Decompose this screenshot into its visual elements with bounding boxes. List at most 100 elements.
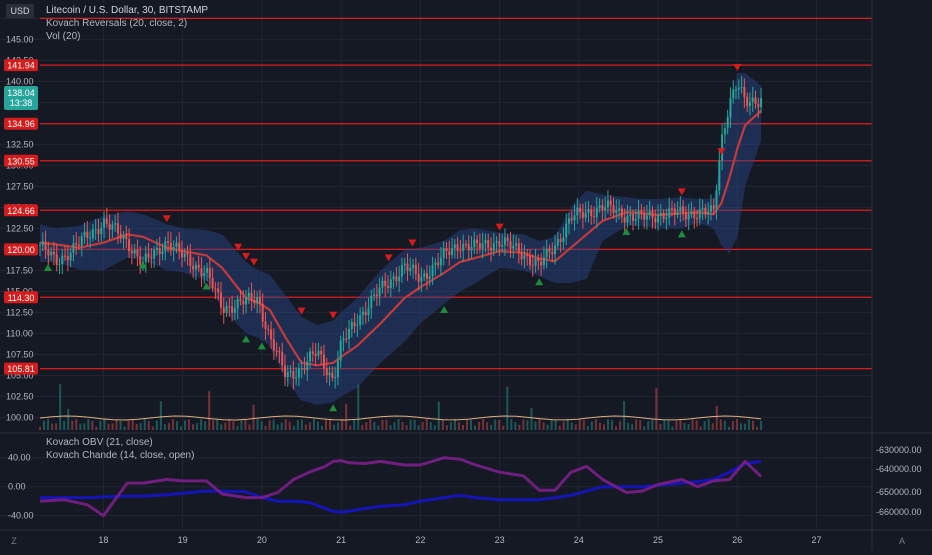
- volume-bar: [707, 419, 710, 430]
- volume-bar: [727, 426, 730, 430]
- volume-bar: [687, 423, 690, 430]
- level-price-label: 130.55: [7, 156, 35, 166]
- volume-bar: [329, 419, 332, 430]
- volume-bar: [522, 419, 525, 430]
- currency-badge[interactable]: [6, 4, 34, 18]
- volume-bar: [204, 421, 207, 430]
- volume-bar: [272, 419, 275, 430]
- candle-body: [551, 251, 554, 255]
- volume-bar: [304, 424, 307, 430]
- volume-bar: [292, 425, 295, 430]
- auto-scale-label[interactable]: A: [899, 536, 905, 546]
- volume-bar: [71, 420, 74, 430]
- candle-body: [559, 239, 562, 242]
- candle-body: [72, 243, 75, 253]
- candle-body: [612, 205, 615, 214]
- volume-bar: [574, 424, 577, 430]
- candle-body: [406, 263, 409, 271]
- chande-line: [39, 456, 763, 518]
- volume-bar: [312, 419, 315, 430]
- volume-bar: [95, 426, 98, 430]
- x-tick-label: 25: [653, 535, 663, 545]
- candle-body: [737, 87, 740, 90]
- candle-body: [492, 242, 495, 251]
- timezone-corner-label[interactable]: Z: [11, 536, 17, 546]
- volume-bar: [192, 424, 195, 430]
- volume-bar: [369, 419, 372, 430]
- indicator-legend-volume[interactable]: Vol (20): [46, 31, 80, 42]
- sell-signal-triangle: [249, 258, 258, 266]
- candle-body: [147, 253, 150, 258]
- volume-bar: [699, 426, 702, 430]
- candle-body: [345, 338, 348, 340]
- y-tick-label: 122.50: [6, 223, 34, 233]
- candle-body: [258, 296, 261, 305]
- volume-bar: [47, 419, 50, 430]
- volume-bar: [51, 423, 54, 430]
- level-price-badge: [4, 117, 38, 130]
- lower-y-tick-label: 0.00: [8, 482, 26, 492]
- candle-body: [434, 262, 437, 266]
- candle-body: [320, 350, 323, 355]
- volume-bar: [647, 421, 650, 430]
- candle-body: [281, 352, 284, 366]
- bar-countdown: 13:38: [10, 98, 33, 108]
- candle-body: [442, 248, 445, 258]
- volume-bar: [631, 424, 634, 430]
- candle-body: [350, 321, 353, 329]
- candle-body: [648, 210, 651, 216]
- candle-body: [311, 351, 314, 354]
- candle-body: [375, 294, 378, 297]
- candle-body: [606, 200, 609, 208]
- candle-body: [295, 377, 298, 379]
- candle-body: [384, 280, 387, 286]
- volume-bar: [349, 425, 352, 430]
- candle-body: [704, 208, 707, 215]
- candle-body: [431, 265, 434, 277]
- candle-body: [542, 257, 545, 266]
- volume-bar: [474, 425, 477, 430]
- indicator-legend-reversals[interactable]: Kovach Reversals (20, close, 2): [46, 18, 187, 29]
- candle-body: [584, 212, 587, 218]
- candle-body: [428, 276, 431, 279]
- volume-bar: [602, 424, 605, 430]
- candle-body: [448, 251, 451, 256]
- volume-bar: [470, 419, 473, 430]
- sell-signal-triangle: [408, 239, 417, 247]
- volume-bar: [127, 420, 130, 430]
- sell-signal-triangle: [495, 223, 504, 231]
- candle-body: [523, 255, 526, 260]
- candle-body: [726, 117, 729, 129]
- volume-bar: [188, 419, 191, 430]
- candle-body: [169, 242, 172, 251]
- volume-bar: [296, 420, 299, 430]
- volume-bar: [103, 419, 106, 430]
- volume-bar: [228, 419, 231, 430]
- candle-body: [623, 217, 626, 223]
- candle-body: [317, 350, 320, 356]
- candle-body: [222, 307, 225, 314]
- volume-bar: [252, 404, 255, 430]
- candle-body: [760, 98, 763, 107]
- x-tick-label: 24: [574, 535, 584, 545]
- volume-bar: [288, 421, 291, 430]
- indicator-legend-obv[interactable]: Kovach OBV (21, close): [46, 437, 153, 448]
- candle-body: [740, 86, 743, 88]
- candle-body: [590, 209, 593, 217]
- y-tick-label: 127.50: [6, 181, 34, 191]
- candle-body: [206, 268, 209, 274]
- volume-bar: [224, 422, 227, 430]
- candle-body: [540, 261, 543, 266]
- y-tick-label: 132.50: [6, 139, 34, 149]
- lower-right-tick-label: -660000.00: [876, 507, 922, 517]
- candle-body: [139, 256, 142, 265]
- level-price-badge: [4, 59, 38, 72]
- candle-body: [219, 292, 222, 308]
- candle-body: [593, 216, 596, 218]
- sell-signal-triangle: [329, 311, 338, 319]
- volume-bar: [627, 422, 630, 430]
- indicator-legend-chande[interactable]: Kovach Chande (14, close, open): [46, 450, 194, 461]
- candle-body: [103, 218, 106, 228]
- candle-body: [484, 240, 487, 244]
